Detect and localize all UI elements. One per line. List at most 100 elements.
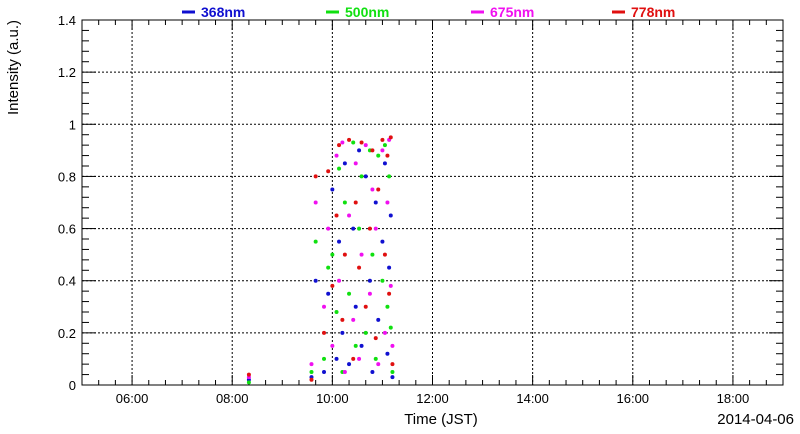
legend-label: 368nm	[201, 4, 245, 20]
data-point	[380, 278, 385, 283]
data-point	[370, 252, 375, 257]
data-point	[367, 226, 372, 231]
data-point	[380, 148, 385, 153]
data-point	[370, 187, 375, 192]
data-point	[382, 143, 387, 148]
data-point	[376, 362, 381, 367]
data-point	[353, 200, 358, 205]
data-point	[246, 380, 251, 385]
data-point	[322, 356, 327, 361]
data-point	[322, 304, 327, 309]
data-point	[373, 226, 378, 231]
y-tick-label: 0.4	[58, 274, 76, 289]
data-point	[373, 336, 378, 341]
data-point	[363, 174, 368, 179]
data-point	[309, 377, 314, 382]
data-point	[342, 161, 347, 166]
plot-frame	[81, 19, 784, 386]
data-point	[330, 252, 335, 257]
x-tick-label: 06:00	[116, 391, 149, 406]
data-point	[313, 200, 318, 205]
data-point	[382, 252, 387, 257]
y-tick-label: 0.8	[58, 169, 76, 184]
data-point	[342, 200, 347, 205]
data-point	[347, 137, 352, 142]
series-368nm	[246, 148, 395, 382]
data-point	[382, 330, 387, 335]
data-point	[357, 265, 362, 270]
data-point	[337, 166, 342, 171]
data-point	[359, 252, 364, 257]
data-point	[367, 291, 372, 296]
data-point	[334, 153, 339, 158]
data-point	[385, 351, 390, 356]
data-point	[309, 362, 314, 367]
data-point	[347, 291, 352, 296]
data-point	[382, 161, 387, 166]
axis-ticks	[81, 19, 784, 386]
data-point	[340, 317, 345, 322]
data-point	[385, 304, 390, 309]
data-point	[388, 325, 393, 330]
data-point	[353, 304, 358, 309]
x-tick-label: 12:00	[416, 391, 449, 406]
x-tick-label: 18:00	[717, 391, 750, 406]
data-point	[385, 200, 390, 205]
data-point	[363, 304, 368, 309]
y-tick-label: 1.4	[58, 13, 76, 28]
x-tick-label: 14:00	[516, 391, 549, 406]
data-point	[330, 343, 335, 348]
data-point	[388, 135, 393, 140]
data-point	[337, 143, 342, 148]
data-point	[326, 169, 331, 174]
data-point	[390, 362, 395, 367]
data-point	[387, 265, 392, 270]
data-point	[357, 356, 362, 361]
date-label: 2014-04-06	[717, 411, 794, 428]
data-point	[313, 239, 318, 244]
data-point	[387, 174, 392, 179]
data-point	[342, 252, 347, 257]
series-675nm	[246, 137, 395, 380]
data-point	[322, 369, 327, 374]
data-point	[351, 356, 356, 361]
data-point	[340, 140, 345, 145]
data-point	[390, 375, 395, 380]
data-point	[388, 283, 393, 288]
data-point	[373, 356, 378, 361]
data-point	[388, 213, 393, 218]
data-point	[347, 362, 352, 367]
y-tick-label: 1.2	[58, 65, 76, 80]
x-tick-label: 08:00	[216, 391, 249, 406]
data-point	[246, 372, 251, 377]
data-point	[313, 174, 318, 179]
y-tick-label: 0	[69, 378, 76, 393]
data-point	[309, 369, 314, 374]
data-point	[353, 343, 358, 348]
data-point	[367, 278, 372, 283]
data-point	[376, 317, 381, 322]
x-axis-title: Time (JST)	[404, 411, 478, 428]
data-point	[334, 356, 339, 361]
y-axis-title: Intensity (a.u.)	[5, 20, 22, 115]
data-point	[342, 369, 347, 374]
data-point	[380, 239, 385, 244]
y-tick-label: 0.6	[58, 222, 76, 237]
legend-label: 500nm	[345, 4, 389, 20]
data-point	[390, 369, 395, 374]
data-point	[334, 310, 339, 314]
series-778nm	[246, 135, 395, 382]
data-point	[347, 213, 352, 218]
data-point	[373, 200, 378, 205]
data-point	[351, 140, 356, 145]
series-500nm	[246, 140, 395, 385]
data-point	[363, 143, 368, 148]
data-point	[370, 369, 375, 374]
data-point	[376, 187, 381, 192]
data-point	[359, 140, 364, 145]
legend-label: 778nm	[631, 4, 675, 20]
data-point	[326, 291, 331, 296]
data-point	[326, 226, 331, 231]
data-point	[330, 283, 335, 288]
